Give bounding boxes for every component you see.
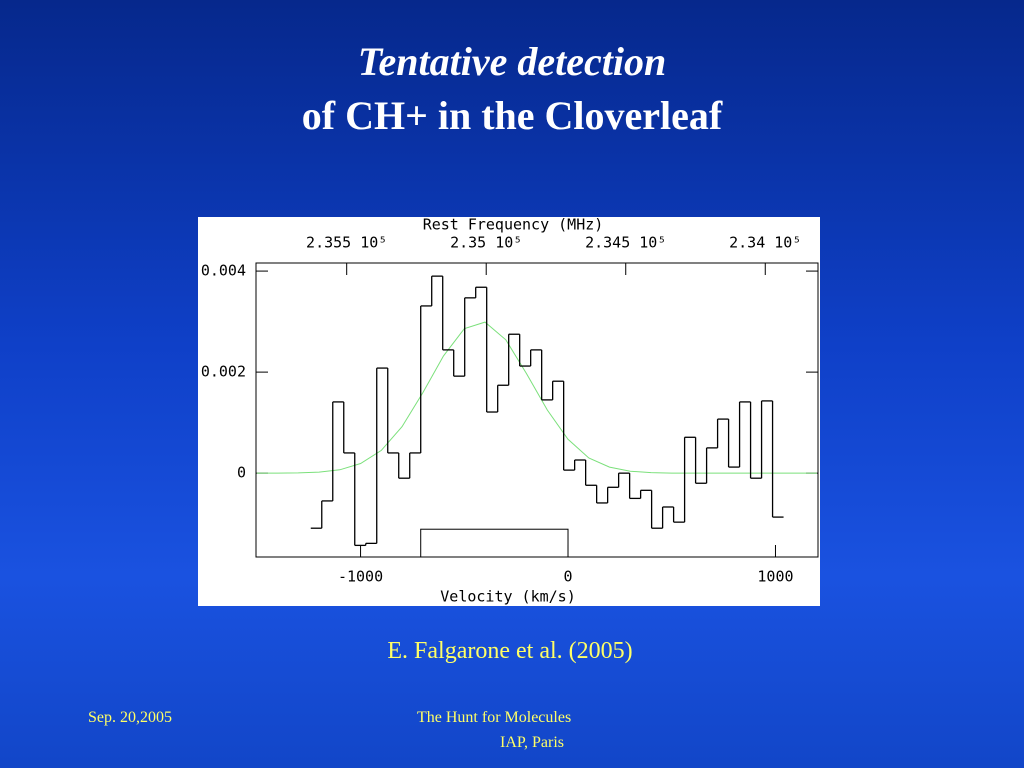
plot-frame xyxy=(255,262,819,558)
fit-curve xyxy=(256,321,817,474)
x2-tick-label: 2.34 10⁵ xyxy=(729,234,801,252)
title: Tentative detection xyxy=(357,39,667,84)
x2-tick-label: 2.345 10⁵ xyxy=(585,234,666,252)
x2-tick-label: 2.35 10⁵ xyxy=(450,234,522,252)
x-tick-label: 1000 xyxy=(757,568,793,586)
y-tick-label: 0 xyxy=(237,464,246,482)
footer-date: Sep. 20,2005 xyxy=(88,709,172,726)
chart: Rest Frequency (MHz) Velocity (km/s) 0 0.… xyxy=(198,217,820,606)
top-axis-title: Rest Frequency (MHz) xyxy=(423,217,604,234)
x-tick-label: -1000 xyxy=(338,568,383,586)
y-tick-label: 0.002 xyxy=(201,363,246,381)
x-axis-title: Velocity (km/s) xyxy=(440,588,575,606)
footer-event: The Hunt for Molecules xyxy=(417,709,572,726)
range-box xyxy=(420,528,569,558)
x-tick-label: 0 xyxy=(563,568,572,586)
x2-tick-label: 2.355 10⁵ xyxy=(306,234,387,252)
y-tick-label: 0.004 xyxy=(201,262,246,280)
title: of CH+ in the Cloverleaf xyxy=(301,93,723,138)
footer-place: IAP, Paris xyxy=(500,734,565,751)
citation: E. Falgarone et al. (2005) xyxy=(387,638,633,664)
